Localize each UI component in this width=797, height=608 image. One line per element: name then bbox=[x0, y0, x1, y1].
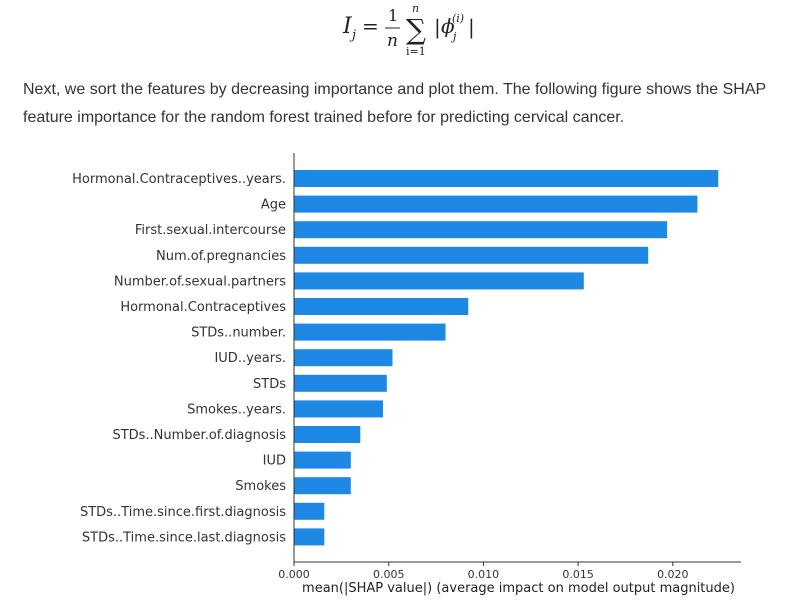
category-label-3: Num.of.pregnancies bbox=[156, 249, 286, 264]
category-label-9: Smokes..years. bbox=[187, 402, 286, 417]
formula-phi-superscript: (i) bbox=[452, 12, 464, 25]
formula-lhs-subscript: j bbox=[349, 28, 356, 43]
category-label-13: STDs..Time.since.first.diagnosis bbox=[80, 505, 286, 520]
bar-4 bbox=[294, 272, 584, 290]
formula-bar-left: | bbox=[434, 15, 441, 40]
x-tick-label-0: 0.000 bbox=[278, 568, 310, 581]
formula-fraction-denominator: n bbox=[387, 31, 398, 51]
category-label-14: STDs..Time.since.last.diagnosis bbox=[82, 530, 286, 545]
intro-paragraph: Next, we sort the features by decreasing… bbox=[23, 81, 766, 126]
formula-bar-right: | bbox=[468, 15, 475, 40]
category-labels-layer: Hormonal.Contraceptives..years. Age First.… bbox=[72, 172, 286, 545]
category-label-11: IUD bbox=[263, 454, 286, 469]
bar-14 bbox=[294, 528, 325, 546]
x-axis: 0.000 0.005 0.010 0.015 0.020 bbox=[278, 561, 741, 581]
x-axis-title: mean(|SHAP value|) (average impact on mo… bbox=[302, 581, 735, 596]
category-label-0: Hormonal.Contraceptives..years. bbox=[72, 172, 286, 187]
bar-9 bbox=[294, 400, 384, 418]
bar-0 bbox=[294, 170, 719, 187]
category-label-6: STDs..number. bbox=[191, 326, 286, 341]
bar-7 bbox=[294, 349, 393, 367]
bar-2 bbox=[294, 221, 668, 239]
category-label-2: First.sexual.intercourse bbox=[135, 223, 286, 238]
x-tick-label-2: 0.010 bbox=[468, 568, 500, 581]
formula-phi-subscript: j bbox=[450, 30, 457, 43]
formula-lhs: I bbox=[342, 14, 353, 39]
bar-11 bbox=[294, 451, 351, 469]
x-tick-label-1: 0.005 bbox=[373, 568, 405, 581]
formula-sum-upper: n bbox=[412, 2, 419, 15]
bar-13 bbox=[294, 502, 325, 520]
formula-fraction-numerator: 1 bbox=[388, 6, 398, 25]
bar-5 bbox=[294, 298, 469, 315]
category-label-5: Hormonal.Contraceptives bbox=[120, 300, 286, 315]
category-label-8: STDs bbox=[253, 377, 286, 392]
bar-12 bbox=[294, 477, 351, 495]
bar-8 bbox=[294, 374, 387, 392]
category-label-10: STDs..Number.of.diagnosis bbox=[112, 428, 286, 443]
category-label-7: IUD..years. bbox=[214, 351, 286, 366]
category-label-12: Smokes bbox=[235, 479, 286, 494]
category-label-1: Age bbox=[261, 198, 286, 213]
formula-sum-lower: i=1 bbox=[406, 45, 426, 58]
formula-phi: ϕ bbox=[441, 14, 455, 38]
formula-sum-symbol: ∑ bbox=[406, 13, 426, 46]
bars-layer bbox=[294, 170, 719, 546]
importance-formula: I j = 1 n n ∑ i=1 | ϕ (i) j | bbox=[342, 2, 475, 58]
bar-10 bbox=[294, 426, 361, 443]
x-tick-label-4: 0.020 bbox=[657, 568, 689, 581]
x-tick-label-3: 0.015 bbox=[562, 568, 594, 581]
formula-equals: = bbox=[362, 14, 379, 38]
category-label-4: Number.of.sexual.partners bbox=[114, 274, 286, 289]
bar-3 bbox=[294, 246, 649, 264]
bar-1 bbox=[294, 195, 698, 213]
bar-6 bbox=[294, 323, 446, 341]
